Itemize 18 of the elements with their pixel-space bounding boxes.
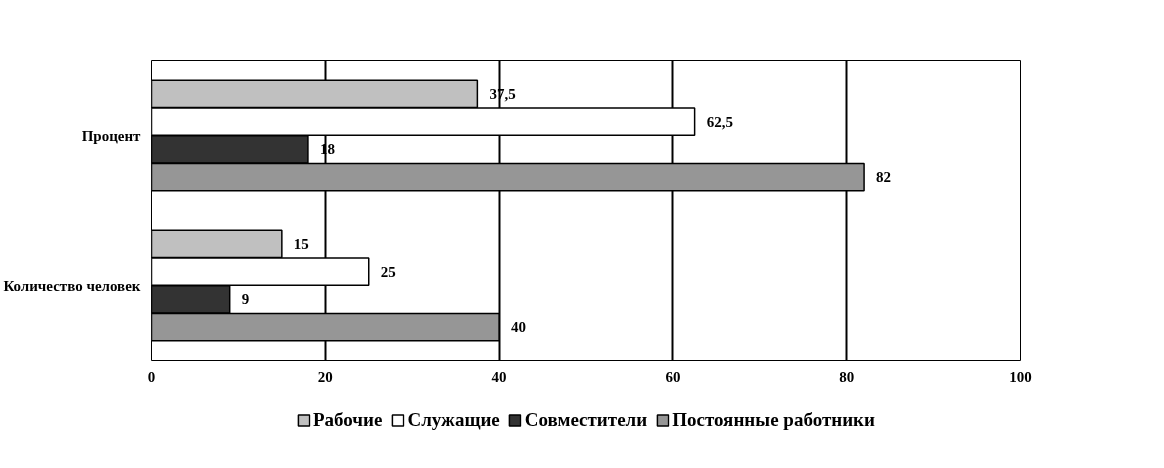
- legend-label: Совместители: [524, 409, 648, 431]
- data-label: 40: [511, 319, 527, 336]
- x-tick-label: 40: [491, 368, 507, 385]
- legend-label: Служащие: [407, 409, 500, 431]
- data-label: 62,5: [706, 113, 733, 130]
- data-label: 15: [293, 235, 309, 252]
- data-label: 82: [876, 169, 892, 186]
- legend-label: Постоянные работники: [672, 409, 875, 431]
- y-tick-label: Количество человек: [3, 277, 141, 294]
- x-tick-label: 20: [317, 368, 333, 385]
- x-tick-label: 0: [147, 368, 156, 385]
- y-tick-label: Процент: [81, 127, 142, 144]
- legend-label: Рабочие: [313, 409, 383, 431]
- x-tick-label: 60: [665, 368, 681, 385]
- x-tick-label: 80: [839, 368, 855, 385]
- data-label: 9: [241, 291, 250, 308]
- x-tick-label: 100: [1009, 368, 1032, 385]
- data-label: 25: [380, 263, 396, 280]
